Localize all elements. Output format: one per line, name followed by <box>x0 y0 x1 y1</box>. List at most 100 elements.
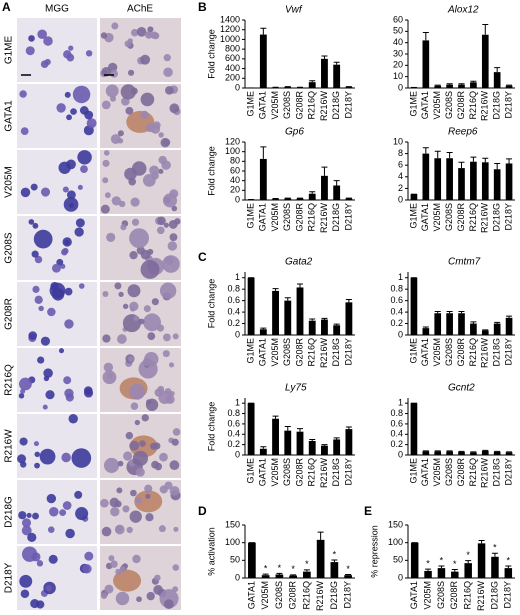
bar <box>446 313 453 335</box>
cell <box>105 84 119 98</box>
significance-marker: * <box>333 549 337 559</box>
cell <box>129 251 138 260</box>
cell <box>61 452 71 463</box>
y-tick-label: 8 <box>398 148 403 158</box>
cell <box>127 284 141 298</box>
cell <box>136 27 147 37</box>
cell <box>153 442 161 450</box>
cell <box>58 348 65 354</box>
cell <box>31 250 39 258</box>
x-tick-label: GATA1 <box>420 338 430 366</box>
bar <box>437 568 446 578</box>
x-tick-label: D218G <box>492 458 502 487</box>
y-tick-label: 30 <box>393 48 403 58</box>
x-tick-label: D218G <box>331 203 341 232</box>
error-bar <box>331 559 338 563</box>
y-tick-label: 0.8 <box>390 408 403 418</box>
bar <box>458 313 465 335</box>
micrograph <box>17 150 97 214</box>
y-axis-label: % activation <box>206 527 216 576</box>
cell <box>21 518 32 528</box>
bar <box>493 451 501 455</box>
x-tick-label: D218Y <box>343 91 353 119</box>
cell <box>33 441 40 447</box>
micrograph <box>17 414 97 478</box>
x-tick-label: V205M <box>270 458 280 487</box>
cell <box>64 91 71 98</box>
cell <box>130 402 139 410</box>
cell <box>125 431 134 440</box>
bar <box>458 84 465 88</box>
chart-title: Gata2 <box>285 257 313 268</box>
significance-marker: * <box>305 559 309 569</box>
bar <box>470 323 477 335</box>
cell <box>162 350 170 358</box>
cell <box>25 46 35 56</box>
bar <box>434 85 442 88</box>
cell <box>20 589 30 598</box>
bar <box>505 452 513 455</box>
y-tick-label: 40 <box>393 37 403 47</box>
bar <box>296 287 304 335</box>
cell <box>63 376 72 385</box>
x-tick-label: V205M <box>270 203 280 232</box>
x-tick-label: GATA1 <box>420 203 430 231</box>
bar <box>458 168 465 200</box>
cell <box>84 388 94 398</box>
micrograph <box>100 150 181 214</box>
bar <box>491 556 499 578</box>
x-tick-label: G208R <box>288 581 298 610</box>
bar <box>410 403 418 455</box>
x-tick-label: G208S <box>444 458 454 486</box>
cell <box>132 458 139 465</box>
x-tick-label: R216Q <box>301 581 311 610</box>
cell <box>51 263 61 273</box>
error-bar <box>290 574 297 576</box>
column-header: AChE <box>127 4 153 15</box>
cell <box>147 332 156 341</box>
error-bar <box>482 157 489 163</box>
y-axis-label: Fold change <box>206 279 216 329</box>
cell <box>66 114 72 121</box>
cell <box>129 510 142 523</box>
cell <box>33 229 53 249</box>
bar <box>296 198 304 200</box>
y-tick-label: 0.8 <box>390 284 403 294</box>
x-tick-label: D218G <box>489 581 499 610</box>
cell <box>156 226 165 235</box>
cell <box>157 216 166 226</box>
error-bar <box>458 311 465 314</box>
bar <box>248 542 256 578</box>
cell <box>171 205 178 212</box>
x-tick-label: G208S <box>274 581 284 609</box>
bar <box>284 198 292 200</box>
x-tick-label: R216W <box>480 458 490 489</box>
cell <box>140 92 155 107</box>
error-bar <box>506 84 513 86</box>
significance-marker: * <box>278 563 282 573</box>
bar <box>275 574 284 578</box>
cell <box>117 460 124 467</box>
x-tick-label: R216Q <box>468 338 478 367</box>
y-tick-label: 0 <box>398 572 403 582</box>
error-bar <box>309 318 316 321</box>
bar <box>446 158 453 200</box>
y-tick-label: 150 <box>388 519 403 529</box>
y-tick-label: 10 <box>393 136 403 146</box>
x-tick-label: D218G <box>492 338 502 367</box>
cell <box>19 90 27 98</box>
x-tick-label: R216W <box>480 338 490 369</box>
y-tick-label: 4 <box>398 171 403 181</box>
cell <box>49 507 59 517</box>
cell <box>77 150 92 165</box>
error-bar <box>470 80 477 83</box>
bar <box>410 542 419 578</box>
x-tick-label: R216Q <box>307 203 317 232</box>
x-tick-label: G1ME <box>245 203 255 229</box>
x-tick-label: R216W <box>315 581 325 612</box>
error-bar <box>276 572 283 575</box>
bar <box>481 330 489 335</box>
bar <box>424 570 432 578</box>
x-tick-label: D218G <box>331 338 341 367</box>
